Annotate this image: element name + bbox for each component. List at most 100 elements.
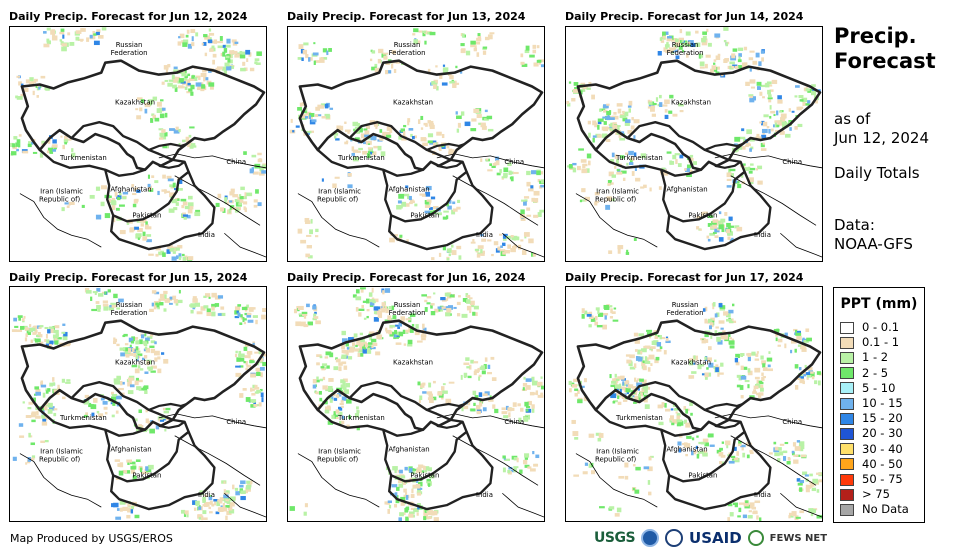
precip-cell <box>581 89 586 92</box>
precip-cell <box>731 173 734 178</box>
precip-cell <box>481 370 486 375</box>
precip-cell <box>338 366 342 372</box>
precip-cell <box>723 311 728 316</box>
precip-cell <box>246 364 252 368</box>
precip-cell <box>223 481 226 484</box>
precip-cell <box>63 139 69 143</box>
precip-cell <box>812 509 817 514</box>
precip-cell <box>140 334 145 339</box>
precip-cell <box>169 249 174 252</box>
precip-cell <box>630 125 635 130</box>
label-kazakhstan: Kazakhstan <box>393 358 433 366</box>
precip-cell <box>525 405 531 409</box>
precip-cell <box>430 303 435 306</box>
precip-cell <box>150 118 154 123</box>
precip-cell <box>131 336 136 342</box>
map-credit: Map Produced by USGS/EROS <box>10 532 173 545</box>
usaid-logo: USAID <box>689 529 742 547</box>
precip-cell <box>704 356 707 360</box>
precip-cell <box>108 306 115 311</box>
precip-cell <box>803 87 808 92</box>
precip-cell <box>762 367 768 371</box>
precip-cell <box>241 306 248 311</box>
precip-cell <box>135 459 141 463</box>
precip-cell <box>370 302 375 306</box>
precip-cell <box>535 390 539 396</box>
precip-cell <box>163 358 169 364</box>
precip-cell <box>43 43 50 48</box>
precip-cell <box>42 392 46 398</box>
precip-cell <box>132 475 137 481</box>
precip-cell <box>191 36 194 42</box>
precip-cell <box>194 76 198 81</box>
precip-cell <box>597 120 602 125</box>
precip-cell <box>810 483 813 488</box>
precip-cell <box>411 488 414 494</box>
precip-cell <box>211 292 217 298</box>
precip-cell <box>666 42 669 46</box>
precip-cell <box>399 512 404 517</box>
precip-cell <box>476 114 482 119</box>
precip-cell <box>402 329 406 334</box>
precip-cell <box>65 342 71 346</box>
precip-cell <box>695 445 698 450</box>
precip-cell <box>421 470 425 473</box>
precip-cell <box>747 370 753 376</box>
precip-cell <box>149 334 154 337</box>
precip-cell <box>483 123 486 128</box>
precip-cell <box>224 62 230 67</box>
precip-cell <box>226 53 231 58</box>
precip-cell <box>540 184 544 188</box>
precip-cell <box>304 503 308 508</box>
precip-cell <box>609 506 615 510</box>
precip-cell <box>403 343 407 346</box>
precip-cell <box>190 29 196 34</box>
precip-cell <box>315 391 318 394</box>
precip-cell <box>127 348 132 353</box>
precip-cell <box>761 120 765 126</box>
precip-cell <box>605 139 611 143</box>
precip-cell <box>332 183 337 189</box>
precip-cell <box>678 420 684 426</box>
precip-cell <box>113 293 118 299</box>
precip-cell <box>734 503 738 508</box>
precip-cell <box>67 32 71 36</box>
precip-cell <box>139 368 144 371</box>
precip-cell <box>412 514 415 518</box>
precip-cell <box>648 491 652 496</box>
precip-cell <box>363 128 368 131</box>
precip-cell <box>238 350 242 355</box>
precip-cell <box>635 380 639 384</box>
precip-cell <box>430 196 436 200</box>
precip-cell <box>495 156 500 161</box>
precip-cell <box>731 320 737 323</box>
precip-cell <box>348 356 353 360</box>
precip-cell <box>801 97 808 103</box>
precip-cell <box>454 82 460 85</box>
precip-cell <box>200 87 205 92</box>
precip-cell <box>760 50 765 54</box>
precip-cell <box>428 483 431 487</box>
precip-cell <box>142 236 148 241</box>
precip-cell <box>44 439 49 443</box>
precip-cell <box>314 311 317 315</box>
precip-cell <box>777 447 782 451</box>
precip-cell <box>616 507 622 513</box>
precip-cell <box>453 306 457 309</box>
precip-cell <box>586 153 592 159</box>
precip-cell <box>179 86 185 89</box>
precip-cell <box>528 188 534 192</box>
precip-cell <box>344 389 350 395</box>
precip-cell <box>571 384 578 388</box>
precip-cell <box>127 507 132 513</box>
precip-cell <box>370 151 377 156</box>
precip-cell <box>250 404 256 408</box>
precip-cell <box>579 199 583 203</box>
precip-cell <box>240 316 244 320</box>
precip-cell <box>431 510 438 516</box>
precip-cell <box>298 313 302 316</box>
precip-cell <box>728 225 731 229</box>
precip-cell <box>360 133 367 139</box>
precip-cell <box>201 84 206 89</box>
precip-cell <box>307 255 313 259</box>
